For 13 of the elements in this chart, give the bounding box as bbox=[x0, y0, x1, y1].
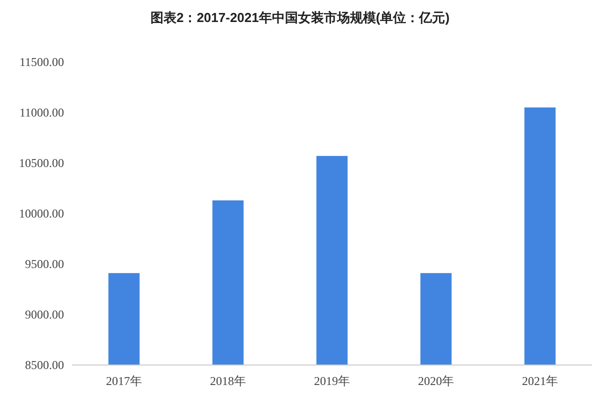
x-tick-label: 2020年 bbox=[418, 374, 454, 388]
x-tick-label: 2017年 bbox=[106, 374, 142, 388]
y-tick-label: 10000.00 bbox=[19, 206, 64, 220]
x-tick-label: 2021年 bbox=[522, 374, 558, 388]
y-tick-label: 11000.00 bbox=[19, 106, 64, 120]
y-tick-label: 8500.00 bbox=[25, 358, 64, 372]
y-tick-label: 9500.00 bbox=[25, 257, 64, 271]
title: 图表2：2017-2021年中国女装市场规模(单位：亿元) bbox=[150, 10, 450, 25]
y-tick-label: 10500.00 bbox=[19, 156, 64, 170]
y-tick-label: 11500.00 bbox=[19, 55, 64, 69]
y-tick-label: 9000.00 bbox=[25, 308, 64, 322]
x-tick-label: 2018年 bbox=[210, 374, 246, 388]
x-tick-label: 2019年 bbox=[314, 374, 350, 388]
